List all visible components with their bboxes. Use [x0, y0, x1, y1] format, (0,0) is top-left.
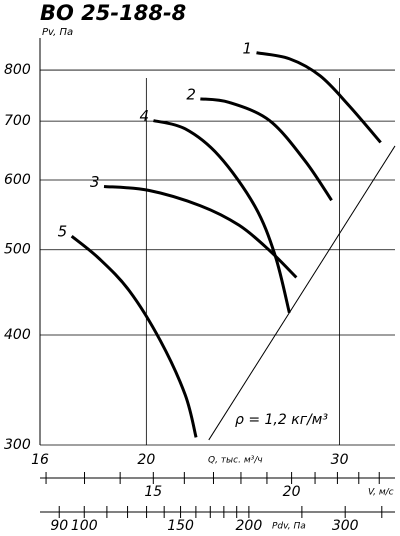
- y-tick-label: 700: [4, 113, 31, 129]
- curve: [153, 119, 291, 314]
- secondary-tick-label: 15: [144, 484, 162, 500]
- curve-label: 4: [139, 107, 149, 125]
- annotation: ρ = 1,2 кг/м³: [235, 412, 328, 428]
- chart-title: ВО 25-188-8: [40, 1, 186, 25]
- x-tick-label: 20: [137, 452, 155, 468]
- x-axis-label: Q, тыс. м³/ч: [208, 456, 263, 466]
- curve: [70, 235, 198, 438]
- y-tick-label: 500: [4, 242, 31, 258]
- secondary-axis-label: Pdv, Па: [272, 522, 306, 532]
- y-tick-label: 300: [4, 437, 31, 453]
- y-tick-label: 400: [4, 327, 31, 343]
- x-tick-label: 30: [331, 452, 349, 468]
- y-axis-label: Pv, Па: [42, 27, 73, 38]
- secondary-tick-label: 300: [332, 518, 359, 534]
- curve: [200, 97, 333, 202]
- curve-label: 3: [90, 173, 100, 191]
- curve-label: 1: [242, 39, 252, 57]
- secondary-axis-label: V, м/с: [368, 488, 394, 498]
- curve-label: 5: [58, 223, 68, 241]
- curve-label: 2: [186, 85, 196, 103]
- y-tick-label: 600: [4, 172, 31, 188]
- x-tick-label: 16: [31, 452, 49, 468]
- secondary-tick-label: 100: [71, 518, 98, 534]
- curve: [256, 51, 382, 144]
- secondary-tick-label: 200: [236, 518, 263, 534]
- secondary-tick-label: 20: [283, 484, 301, 500]
- curve: [103, 184, 298, 279]
- secondary-tick-label: 150: [167, 518, 194, 534]
- secondary-tick-label: 90: [50, 518, 68, 534]
- system-line: [208, 145, 396, 441]
- y-tick-label: 800: [4, 62, 31, 78]
